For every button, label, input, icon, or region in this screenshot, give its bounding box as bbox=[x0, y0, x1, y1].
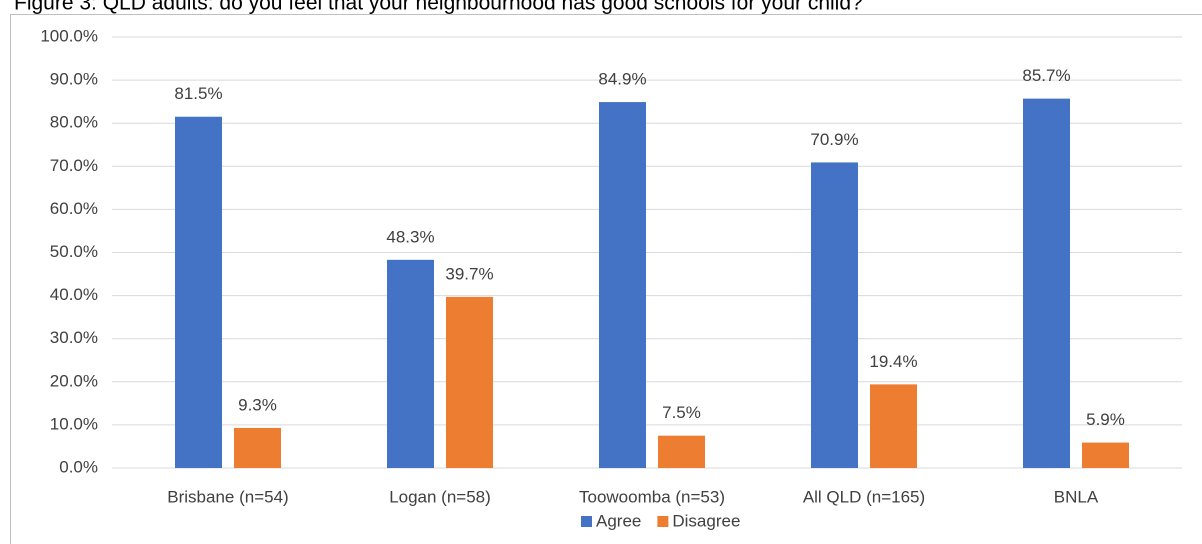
data-label: 39.7% bbox=[445, 264, 493, 283]
bar bbox=[870, 384, 917, 468]
chart-title: Figure 3: QLD adults: do you feel that y… bbox=[14, 0, 863, 15]
x-tick-label: BNLA bbox=[1054, 487, 1099, 506]
y-tick-label: 90.0% bbox=[50, 70, 98, 89]
data-label: 48.3% bbox=[386, 227, 434, 246]
data-label: 85.7% bbox=[1022, 66, 1070, 85]
bar bbox=[234, 427, 281, 468]
data-label: 5.9% bbox=[1086, 410, 1125, 429]
legend-swatch bbox=[657, 516, 669, 527]
x-tick-label: Brisbane (n=54) bbox=[167, 487, 288, 506]
data-label: 81.5% bbox=[174, 84, 222, 103]
legend-swatch bbox=[581, 516, 592, 527]
bar bbox=[599, 102, 646, 469]
bar bbox=[446, 296, 493, 468]
y-tick-label: 0.0% bbox=[59, 457, 98, 476]
x-tick-label: All QLD (n=165) bbox=[803, 487, 925, 506]
y-tick-label: 100.0% bbox=[40, 26, 98, 45]
data-label: 9.3% bbox=[238, 395, 277, 414]
y-tick-label: 20.0% bbox=[50, 371, 98, 390]
x-tick-label: Toowoomba (n=53) bbox=[579, 487, 725, 506]
data-label: 84.9% bbox=[598, 70, 646, 89]
x-tick-label: Logan (n=58) bbox=[389, 487, 491, 506]
y-tick-label: 10.0% bbox=[50, 414, 98, 433]
bar bbox=[658, 435, 705, 468]
data-label: 7.5% bbox=[662, 403, 701, 422]
bar bbox=[1023, 98, 1070, 469]
y-tick-label: 40.0% bbox=[50, 285, 98, 304]
y-tick-label: 60.0% bbox=[50, 199, 98, 218]
data-label: 19.4% bbox=[869, 352, 917, 371]
bar bbox=[175, 116, 222, 469]
legend-label: Agree bbox=[596, 511, 641, 530]
bar bbox=[811, 162, 858, 468]
y-tick-label: 70.0% bbox=[50, 156, 98, 175]
y-tick-label: 80.0% bbox=[50, 113, 98, 132]
y-tick-label: 50.0% bbox=[50, 242, 98, 261]
chart-border bbox=[10, 14, 1202, 544]
bar bbox=[387, 259, 434, 468]
legend-label: Disagree bbox=[672, 511, 740, 530]
bar bbox=[1082, 442, 1129, 468]
data-label: 70.9% bbox=[810, 130, 858, 149]
y-tick-label: 30.0% bbox=[50, 328, 98, 347]
